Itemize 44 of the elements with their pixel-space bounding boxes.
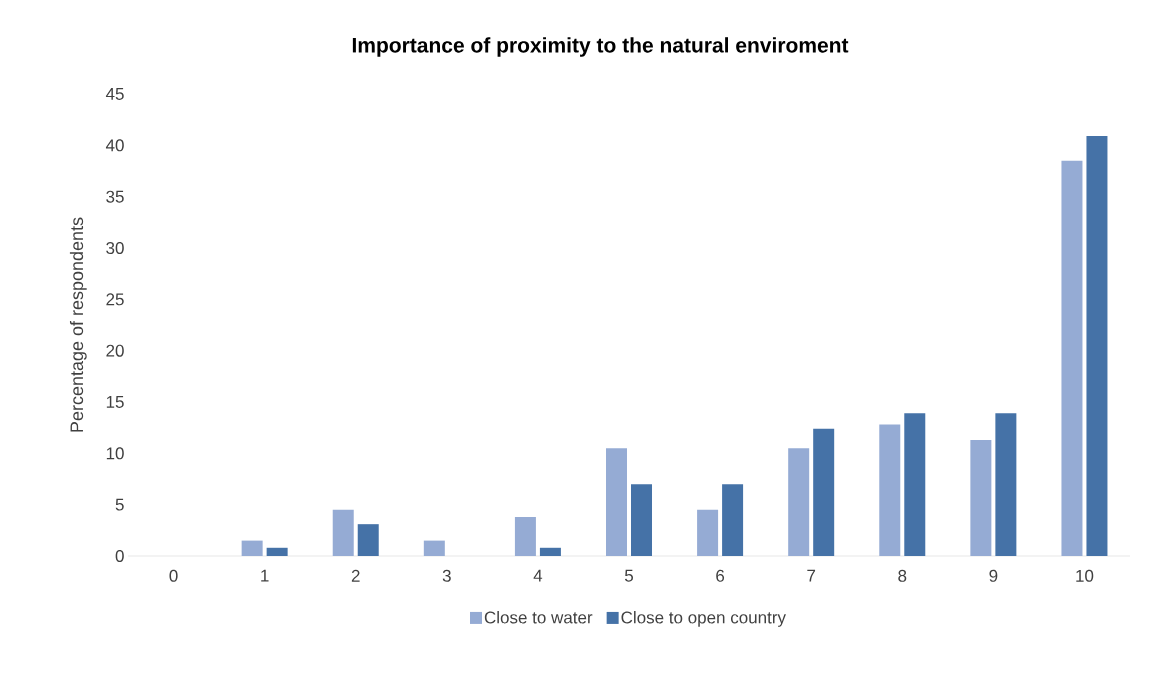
x-tick-label: 4 bbox=[533, 569, 543, 582]
x-tick-label: 3 bbox=[442, 569, 451, 582]
bar bbox=[879, 424, 901, 556]
y-tick-label: 20 bbox=[106, 344, 124, 357]
x-tick-label: 1 bbox=[261, 569, 269, 582]
y-tick-label: 15 bbox=[106, 396, 124, 408]
y-tick-label: 45 bbox=[105, 88, 124, 100]
bar bbox=[332, 509, 354, 556]
x-tick-label: 10 bbox=[1076, 569, 1094, 582]
bar bbox=[722, 484, 744, 556]
x-tick-label: 8 bbox=[898, 569, 907, 582]
bar bbox=[266, 547, 288, 556]
chart-title: Importance of proximity to the natural enviroment bbox=[352, 37, 849, 57]
y-tick-label: 25 bbox=[106, 293, 124, 306]
bar bbox=[1061, 160, 1083, 556]
bar bbox=[241, 540, 263, 556]
bar bbox=[788, 448, 810, 556]
x-tick-label: 5 bbox=[624, 569, 634, 582]
bar bbox=[423, 540, 445, 556]
x-tick-label: 6 bbox=[716, 569, 725, 582]
bar bbox=[1086, 136, 1108, 556]
x-tick-label: 7 bbox=[807, 569, 816, 582]
y-tick-label: 0 bbox=[115, 549, 124, 563]
legend-label: Close to water bbox=[484, 611, 593, 624]
x-tick-label: 2 bbox=[351, 569, 360, 582]
bar bbox=[813, 428, 835, 556]
y-tick-label: 35 bbox=[106, 190, 124, 203]
bar bbox=[970, 439, 992, 556]
bar bbox=[357, 524, 379, 556]
y-tick-label: 10 bbox=[106, 447, 124, 460]
x-tick-label: 0 bbox=[169, 569, 178, 582]
y-tick-label: 5 bbox=[115, 498, 124, 511]
bar bbox=[904, 413, 926, 556]
y-tick-label: 40 bbox=[105, 139, 124, 152]
x-tick-label: 9 bbox=[989, 569, 998, 582]
y-axis-title: Percentage of respondents bbox=[69, 217, 87, 432]
bar bbox=[606, 448, 628, 556]
y-tick-label: 30 bbox=[106, 241, 124, 255]
bar bbox=[995, 413, 1017, 556]
bar bbox=[697, 509, 719, 556]
bar bbox=[539, 547, 561, 556]
bar bbox=[514, 516, 536, 556]
legend-label: Close to open country bbox=[621, 611, 786, 627]
bar bbox=[631, 484, 653, 556]
